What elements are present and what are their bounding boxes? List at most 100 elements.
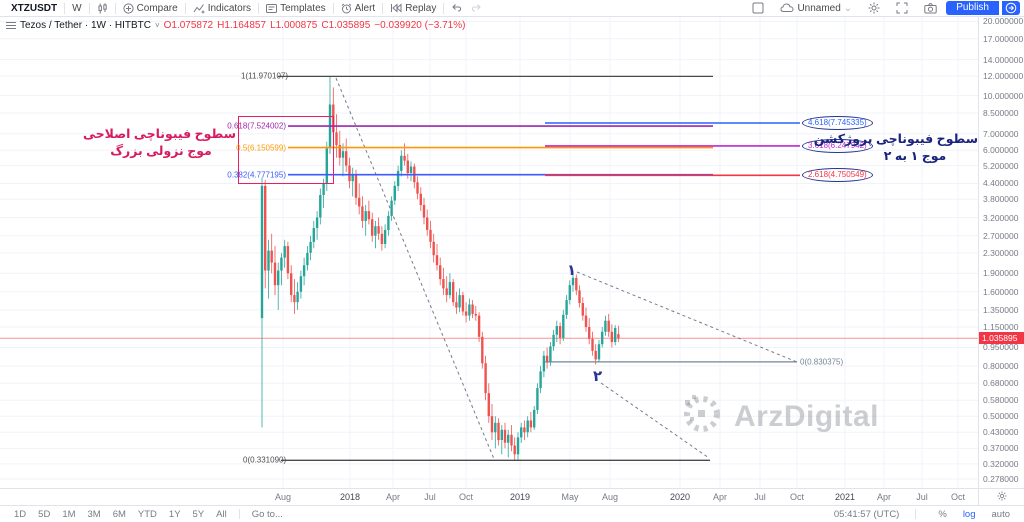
alert-button[interactable]: Alert: [334, 0, 383, 16]
time-tick-Jul[interactable]: Jul: [754, 492, 766, 502]
alert-label: Alert: [354, 2, 376, 14]
left-note-line1: سطوح فیبوناچی اصلاحی: [82, 127, 236, 141]
time-tick-Oct[interactable]: Oct: [950, 492, 966, 502]
chart-style-button[interactable]: [90, 0, 115, 16]
swing-line-label: 0(0.331090): [243, 455, 287, 465]
layout-select-button[interactable]: [745, 2, 771, 14]
legend-high: H1.164857: [217, 20, 267, 31]
legend-caret-icon[interactable]: ˅: [154, 21, 160, 30]
camera-icon: [924, 2, 937, 14]
price-tick: 20.000000: [983, 16, 1024, 27]
indicators-button[interactable]: Indicators: [186, 0, 258, 16]
fullscreen-button[interactable]: [889, 2, 915, 14]
percent-scale-button[interactable]: %: [938, 508, 947, 520]
templates-button[interactable]: Templates: [259, 0, 333, 16]
time-tick-2021[interactable]: 2021: [834, 492, 856, 502]
left-persian-note[interactable]: سطوح فیبوناچی اصلاحی موج نزولی بزرگ: [82, 126, 236, 160]
price-tick: 1.600000: [983, 286, 1019, 297]
time-axis[interactable]: Aug 2018 Apr Jul Oct 2019 May Aug 2020 Apr Jul Oct 2…: [0, 488, 978, 505]
time-tick-Jul[interactable]: Jul: [424, 492, 436, 502]
time-tick-2018[interactable]: 2018: [339, 492, 361, 502]
range-button-1M[interactable]: 1M: [62, 508, 76, 520]
time-tick-Jul[interactable]: Jul: [916, 492, 928, 502]
time-tick-Aug[interactable]: Aug: [601, 492, 619, 502]
right-persian-note[interactable]: سطوح فیبوناچی پروژکشن موج ۱ به ۲: [814, 131, 978, 165]
range-button-5Y[interactable]: 5Y: [192, 508, 205, 520]
legend-series-title[interactable]: Tezos / Tether · 1W · HITBTC: [20, 20, 151, 31]
snapshot-button[interactable]: [917, 2, 944, 14]
price-tick: 1.350000: [983, 304, 1019, 315]
time-tick-Oct[interactable]: Oct: [789, 492, 805, 502]
replay-icon: [390, 3, 402, 13]
price-tick: 2.300000: [983, 247, 1019, 258]
range-button-All[interactable]: All: [216, 508, 227, 520]
toolbar-divider: [382, 2, 384, 14]
time-tick-Aug[interactable]: Aug: [274, 492, 292, 502]
price-tick: 8.500000: [983, 108, 1019, 118]
replay-button[interactable]: Replay: [383, 0, 443, 16]
range-button-1Y[interactable]: 1Y: [168, 508, 181, 520]
save-layout-button[interactable]: Unnamed ⌄: [773, 3, 859, 14]
log-scale-button[interactable]: log: [962, 508, 976, 520]
interval-button[interactable]: W: [65, 0, 88, 16]
axis-gear-icon[interactable]: [996, 488, 1007, 506]
fib-retracement-label[interactable]: 0.382(4.777195): [227, 170, 286, 180]
fib-retracement-label[interactable]: 0.5(6.150599): [236, 143, 286, 153]
clock-label[interactable]: 05:41:57 (UTC): [833, 508, 900, 520]
range-buttons: 1D 5D 1M 3M 6M YTD 1Y 5Y All: [8, 509, 233, 520]
publish-more-button[interactable]: [1002, 1, 1020, 15]
indicators-label: Indicators: [207, 2, 252, 14]
time-tick-Apr[interactable]: Apr: [385, 492, 401, 502]
auto-scale-button[interactable]: auto: [991, 508, 1011, 520]
price-tick: 0.320000: [983, 458, 1019, 469]
time-tick-May[interactable]: May: [561, 492, 579, 502]
cloud-icon: [780, 3, 794, 13]
price-axis[interactable]: 20.000000 17.000000 14.000000 12.000000 10.0…: [978, 16, 1024, 488]
fib-projection-label[interactable]: 2.618(4.750549): [802, 168, 873, 183]
toolbar-right: Unnamed ⌄ Publish: [745, 1, 1020, 15]
bottom-toolbar: 1D 5D 1M 3M 6M YTD 1Y 5Y All Go to... 05:41:57 (…: [0, 505, 1024, 522]
price-tick: 5.200000: [983, 160, 1019, 171]
wave-1-marker[interactable]: ۱: [567, 262, 577, 279]
redo-button[interactable]: [470, 0, 489, 16]
dashed-trendlines[interactable]: [335, 77, 798, 460]
price-tick: 1.900000: [983, 268, 1019, 279]
publish-button[interactable]: Publish: [946, 1, 999, 15]
symbol-button[interactable]: XTZUSDT: [4, 0, 64, 16]
wave-2-marker[interactable]: ۲: [593, 368, 603, 385]
fib-retracement-label[interactable]: 0.618(7.524002): [227, 121, 286, 131]
price-tick: 2.700000: [983, 230, 1019, 241]
price-tick: 0.370000: [983, 443, 1019, 454]
time-tick-2019[interactable]: 2019: [509, 492, 531, 502]
fib-projection-label[interactable]: 4.618(7.745335): [802, 115, 873, 130]
price-tick: 10.000000: [983, 90, 1024, 101]
range-button-YTD[interactable]: YTD: [137, 508, 157, 520]
compare-button[interactable]: Compare: [116, 0, 185, 16]
price-tick: 0.500000: [983, 411, 1019, 422]
watermark-text: ArzDigital: [734, 399, 880, 433]
fib-retracement-highlight-box[interactable]: [238, 116, 334, 184]
legend-close: C1.035895: [321, 20, 371, 31]
chart-legend[interactable]: Tezos / Tether · 1W · HITBTC ˅ O1.075872…: [6, 20, 465, 31]
redo-icon: [470, 3, 482, 13]
range-button-1D[interactable]: 1D: [14, 508, 27, 520]
range-button-3M[interactable]: 3M: [87, 508, 101, 520]
time-tick-Apr[interactable]: Apr: [876, 492, 892, 502]
goto-button[interactable]: Go to...: [251, 508, 283, 520]
chart-settings-button[interactable]: [861, 2, 887, 14]
range-button-6M[interactable]: 6M: [112, 508, 126, 520]
undo-button[interactable]: [444, 0, 470, 16]
price-tick: 0.430000: [983, 427, 1019, 438]
arzdigital-logo-icon: [680, 392, 724, 441]
time-tick-Apr[interactable]: Apr: [712, 492, 728, 502]
time-tick-2020[interactable]: 2020: [669, 492, 691, 502]
time-tick-Oct[interactable]: Oct: [458, 492, 474, 502]
toolbar-divider: [332, 2, 334, 14]
fib-projection-label[interactable]: 3.618(6.247942): [802, 138, 873, 153]
axis-settings-corner[interactable]: [978, 488, 1024, 505]
toolbar-divider: [114, 2, 116, 14]
layout-name-label: Unnamed: [797, 2, 841, 14]
range-button-5D[interactable]: 5D: [38, 508, 51, 520]
